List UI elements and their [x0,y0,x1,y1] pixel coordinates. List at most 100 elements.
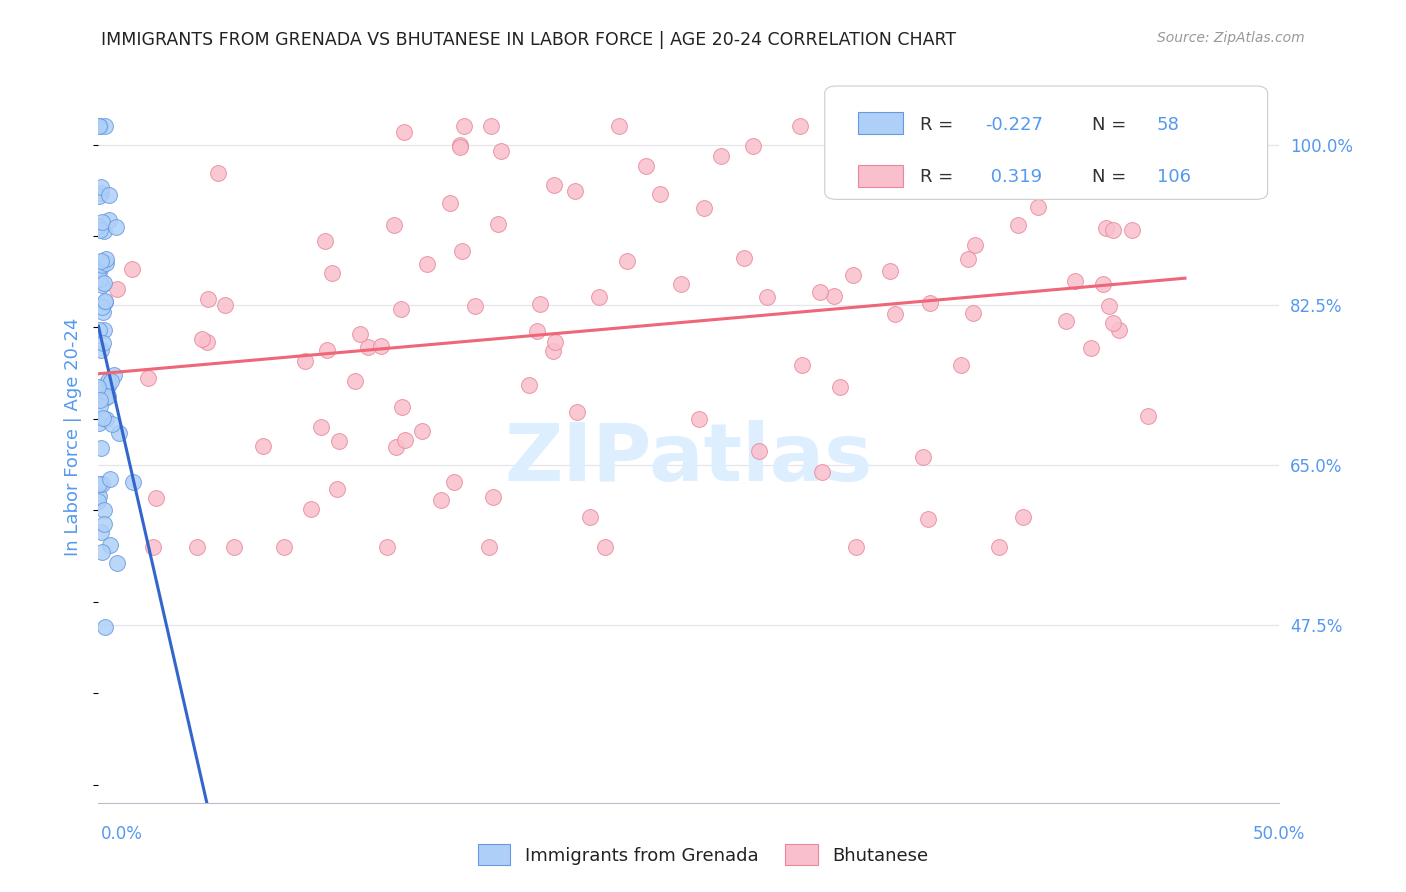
Point [565,405,588,419]
Point [375,540,398,554]
Point [90,343,112,357]
Point [94,620,117,634]
Point [962,306,984,320]
Point [439,196,461,211]
Point [917,511,939,525]
Point [384,440,406,454]
Point [357,340,380,354]
Point [988,540,1011,554]
Point [1026,200,1049,214]
Text: R =: R = [921,169,965,186]
Point [90,476,112,491]
Text: IMMIGRANTS FROM GRENADA VS BHUTANESE IN LABOR FORCE | AGE 20-24 CORRELATION CHAR: IMMIGRANTS FROM GRENADA VS BHUTANESE IN … [101,31,956,49]
Point [89,120,111,134]
Point [87,416,110,430]
Point [90,186,112,200]
Point [122,475,145,490]
Point [309,420,332,434]
Point [349,326,371,341]
Point [326,482,349,496]
Point [918,295,941,310]
Point [789,120,811,134]
Point [1121,223,1143,237]
Point [845,540,868,554]
FancyBboxPatch shape [825,86,1268,200]
Point [449,140,471,154]
Point [93,378,115,392]
Point [87,219,110,234]
Point [98,538,121,552]
Point [810,465,832,479]
Text: 106: 106 [1157,169,1191,186]
Point [1056,313,1078,327]
Point [517,377,540,392]
Point [105,556,128,570]
Point [91,410,114,425]
Point [541,343,564,358]
Point [544,335,567,350]
Point [91,305,114,319]
Point [879,264,901,278]
Point [593,540,616,554]
Point [415,257,437,271]
Text: -0.227: -0.227 [986,116,1043,134]
Point [94,412,117,426]
Point [748,444,770,458]
Point [478,540,501,554]
Point [443,475,465,490]
Text: N =: N = [1091,169,1132,186]
Point [482,490,505,504]
Point [1012,510,1035,524]
Point [299,502,322,516]
Point [93,322,115,336]
Point [314,234,336,248]
Point [94,252,117,267]
Point [195,334,218,349]
Point [733,251,755,265]
Point [90,300,112,314]
Point [370,339,392,353]
Point [382,219,405,233]
Point [529,297,551,311]
Point [89,393,111,408]
Point [97,379,120,393]
Point [526,324,548,338]
Point [790,359,813,373]
Point [94,120,117,134]
Point [1091,277,1114,291]
Point [91,544,114,558]
Point [103,368,125,382]
Point [842,268,865,282]
Point [391,400,413,414]
Point [93,276,115,290]
Point [197,292,219,306]
Point [89,120,111,134]
Point [138,371,160,385]
Point [949,358,972,372]
Text: N =: N = [1091,116,1132,134]
Point [94,294,117,309]
Text: 50.0%: 50.0% [1253,825,1305,843]
Point [1094,221,1116,235]
Point [97,375,120,389]
Point [97,213,120,227]
Point [186,540,208,554]
Point [650,186,672,201]
Point [214,298,236,312]
Point [87,188,110,202]
Point [710,149,733,163]
Point [1101,317,1123,331]
Text: 0.319: 0.319 [986,169,1042,186]
FancyBboxPatch shape [858,112,903,135]
Point [1080,341,1102,355]
Point [1101,223,1123,237]
Point [252,439,274,453]
Point [90,277,112,292]
Point [394,434,416,448]
Text: ZIPatlas: ZIPatlas [505,420,873,498]
Point [105,219,128,234]
FancyBboxPatch shape [858,165,903,187]
Point [94,391,117,405]
Point [486,217,509,231]
Point [90,180,112,194]
